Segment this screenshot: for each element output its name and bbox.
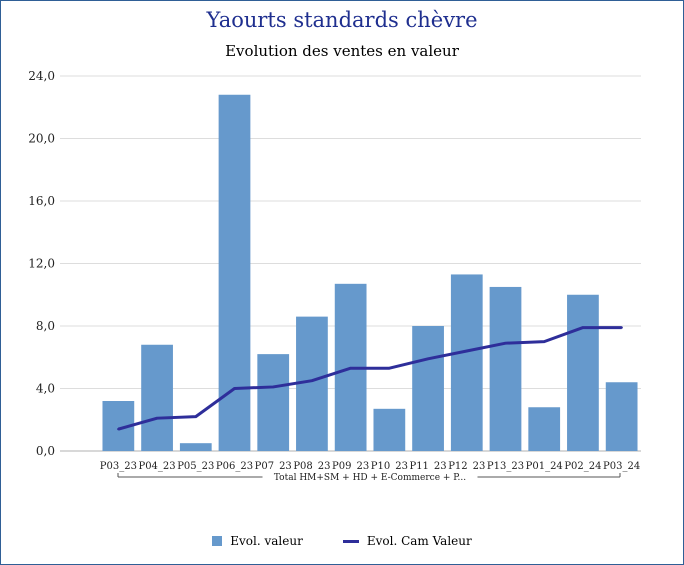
line-point: [310, 379, 314, 382]
line-point: [194, 415, 197, 418]
x-tick-label: P05_23: [177, 461, 214, 472]
y-tick-label: 16,0: [28, 194, 55, 208]
y-tick-label: 8,0: [36, 319, 55, 333]
line-point: [504, 341, 507, 345]
x-tick-label: P03_23: [100, 461, 137, 472]
x-tick-label: P06_23: [216, 461, 253, 472]
group-label: Total HM+SM + HD + E-Commerce + P...: [274, 473, 466, 483]
x-tick-label: P01_24: [526, 461, 563, 472]
x-tick-label: P10_23: [371, 461, 408, 472]
x-tick-label: P11_23: [409, 461, 446, 472]
legend-swatch-bar: [212, 536, 223, 546]
chart-subtitle: Evolution des ventes en valeur: [225, 42, 459, 60]
legend-label-line: Evol. Cam Valeur: [366, 534, 472, 548]
line-point: [426, 357, 430, 361]
y-tick-label: 12,0: [28, 257, 55, 271]
bar: [141, 344, 173, 451]
bar: [605, 382, 638, 451]
line-point: [349, 366, 352, 370]
x-tick-label: P02_24: [564, 461, 601, 472]
bar: [373, 408, 406, 451]
x-tick-label: P09_23: [332, 461, 369, 472]
bar: [567, 294, 599, 451]
y-tick-label: 0,0: [36, 444, 55, 458]
bar: [218, 94, 251, 451]
line-point: [117, 427, 120, 431]
group-label-bg: [262, 471, 478, 483]
line-point: [272, 385, 275, 389]
bar: [179, 443, 212, 451]
line-point: [388, 366, 391, 370]
y-tick-label: 4,0: [36, 382, 55, 396]
bar: [450, 274, 483, 451]
y-tick-label: 24,0: [28, 69, 55, 83]
chart-title: Yaourts standards chèvre: [206, 8, 478, 32]
line-point: [581, 326, 585, 329]
bar: [528, 407, 561, 451]
x-tick-label: P12_23: [448, 461, 485, 472]
x-tick-label: P08_23: [293, 461, 330, 472]
x-tick-label: P03_24: [603, 461, 640, 472]
legend-swatch-line: [342, 539, 359, 543]
legend-item-bar: Evol. valeur: [212, 534, 303, 548]
line-point: [543, 340, 546, 343]
line-point: [155, 416, 159, 420]
series-line: [117, 326, 622, 431]
bar: [489, 286, 522, 451]
y-tick-label: 20,0: [28, 132, 55, 146]
legend-item-line: Evol. Cam Valeur: [342, 534, 472, 548]
x-tick-label: P04_23: [138, 461, 175, 472]
x-tick-label: P13_23: [487, 461, 524, 472]
legend: Evol. valeur Evol. Cam Valeur: [0, 534, 684, 548]
bar: [412, 326, 444, 451]
bar: [257, 354, 290, 451]
legend-label-bar: Evol. valeur: [230, 534, 303, 548]
line-point: [620, 326, 623, 329]
line-point: [233, 387, 236, 390]
line-point: [465, 349, 468, 353]
x-tick-label: P07_23: [255, 461, 292, 472]
